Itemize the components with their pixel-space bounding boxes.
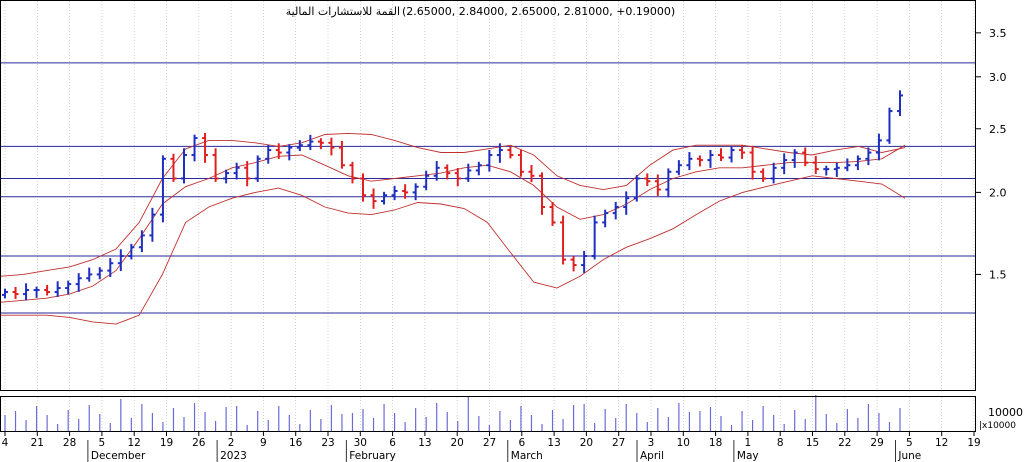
x-day-label: 26 xyxy=(192,437,206,449)
x-month-label: April xyxy=(640,450,664,462)
x-day-label: 9 xyxy=(260,437,267,449)
volume-multiplier-label: |x10000 xyxy=(979,421,1016,431)
y-tick-label: 3.5 xyxy=(989,27,1007,40)
x-day-label: 21 xyxy=(31,437,44,449)
x-month-label: 2023 xyxy=(220,450,247,462)
x-day-label: 3 xyxy=(648,437,655,449)
x-day-label: 27 xyxy=(612,437,625,449)
x-day-label: 30 xyxy=(354,437,367,449)
x-day-label: 4 xyxy=(2,437,9,449)
x-day-label: 13 xyxy=(547,437,560,449)
x-day-label: 5 xyxy=(99,437,106,449)
x-day-label: 6 xyxy=(518,437,525,449)
x-day-label: 8 xyxy=(777,437,784,449)
bollinger-middle-line xyxy=(0,144,906,303)
price-bars xyxy=(2,90,903,301)
volume-scale-label: 10000 xyxy=(988,406,1023,419)
x-month-label: May xyxy=(737,450,759,462)
y-tick-label: 2.0 xyxy=(989,186,1007,199)
x-month-label: December xyxy=(91,450,146,462)
y-tick-label: 3.0 xyxy=(989,71,1007,84)
x-day-label: 27 xyxy=(483,437,496,449)
y-axis: 1.5 2.0 2.5 3.0 3.5 xyxy=(975,27,1007,281)
volume-bars xyxy=(4,395,901,431)
x-month-label: February xyxy=(349,450,396,462)
x-month-label: March xyxy=(511,450,543,462)
grid-lines xyxy=(4,1,975,431)
x-day-label: 12 xyxy=(128,437,141,449)
x-day-label: 2 xyxy=(228,437,235,449)
x-day-label: 6 xyxy=(389,437,396,449)
x-day-label: 19 xyxy=(967,437,980,449)
price-panel-frame xyxy=(0,0,976,391)
x-day-label: 19 xyxy=(160,437,173,449)
x-day-label: 5 xyxy=(906,437,913,449)
x-month-label: June xyxy=(897,450,921,462)
x-day-label: 16 xyxy=(289,437,303,449)
bollinger-lower-line xyxy=(0,175,906,325)
volume-panel-frame xyxy=(0,396,976,432)
x-day-label: 18 xyxy=(709,437,722,449)
x-axis: 4 21 28 5 12 19 26 2 9 16 23 30 6 13 20 27 6 13 20 27 3 10 18 1… xyxy=(2,431,981,462)
x-day-label: 13 xyxy=(418,437,431,449)
x-day-label: 29 xyxy=(870,437,883,449)
x-day-label: 23 xyxy=(321,437,334,449)
y-tick-label: 2.5 xyxy=(989,123,1007,136)
x-day-label: 10 xyxy=(677,437,690,449)
ohlc-readout: (2.65000, 2.84000, 2.65000, 2.81000, +0.… xyxy=(402,5,675,18)
x-day-label: 15 xyxy=(806,437,819,449)
bollinger-bands xyxy=(0,132,906,325)
y-tick-label: 1.5 xyxy=(989,268,1007,281)
bollinger-upper-line xyxy=(0,132,906,277)
x-day-label: 20 xyxy=(451,437,464,449)
x-day-label: 12 xyxy=(935,437,948,449)
x-day-label: 20 xyxy=(580,437,593,449)
x-day-label: 28 xyxy=(63,437,76,449)
x-day-label: 22 xyxy=(838,437,851,449)
x-day-label: 1 xyxy=(745,437,752,449)
chart-title: القمة للاستشارات المالية xyxy=(286,5,400,18)
